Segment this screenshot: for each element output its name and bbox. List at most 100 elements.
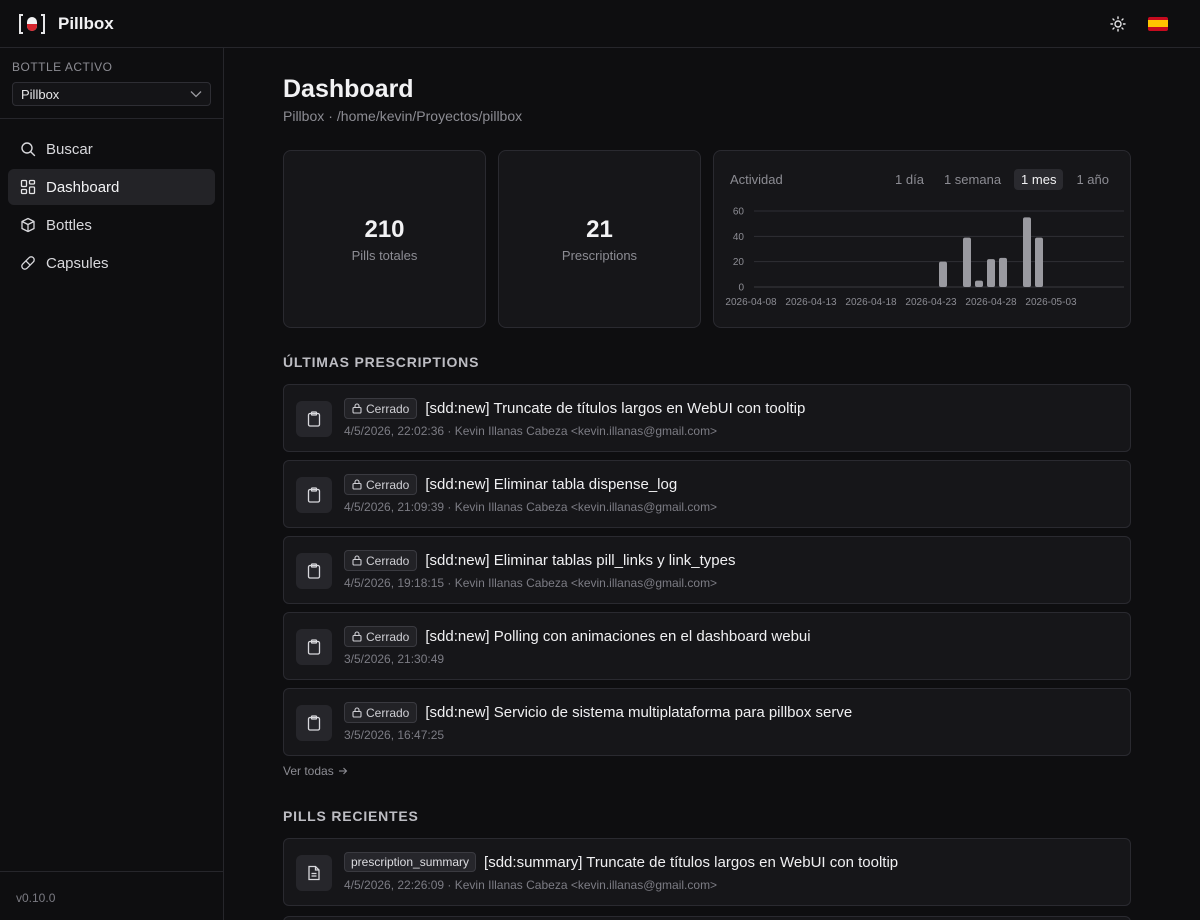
bottle-select[interactable]: Pillbox	[12, 82, 211, 106]
range-1-month[interactable]: 1 mes	[1014, 169, 1064, 190]
activity-card: Actividad 1 día 1 semana 1 mes 1 año 0 20…	[713, 150, 1131, 328]
chart-x-tick-label: 2026-04-08	[725, 297, 777, 308]
range-1-year[interactable]: 1 año	[1076, 172, 1109, 187]
lock-icon	[352, 479, 362, 490]
sidebar-item-label: Buscar	[46, 140, 93, 158]
prescription-meta: 4/5/2026, 21:09:39 · Kevin Illanas Cabez…	[344, 500, 718, 514]
prescription-title: [sdd:new] Polling con animaciones en el …	[425, 628, 811, 645]
activity-title: Actividad	[730, 172, 783, 187]
chart-bar	[963, 237, 971, 287]
prescription-row[interactable]: Cerrado [sdd:new] Eliminar tablas pill_l…	[283, 536, 1131, 604]
pill-meta: 4/5/2026, 22:26:09 · Kevin Illanas Cabez…	[344, 878, 718, 892]
sidebar-divider	[0, 871, 223, 872]
pill-row[interactable]	[283, 916, 1131, 920]
clipboard-icon	[296, 477, 332, 513]
sidebar-item-dashboard[interactable]: Dashboard	[8, 169, 215, 205]
lock-icon	[352, 555, 362, 566]
range-1-week[interactable]: 1 semana	[943, 172, 1002, 187]
status-badge: Cerrado	[344, 550, 418, 571]
box-icon	[21, 217, 35, 233]
prescription-meta: 4/5/2026, 19:18:15 · Kevin Illanas Cabez…	[344, 576, 718, 590]
sidebar-nav: Buscar Dashboard Bottles	[8, 131, 215, 283]
page-title: Dashboard	[283, 75, 414, 103]
spain-flag-icon[interactable]	[1148, 16, 1168, 31]
chart-x-tick-label: 2026-05-03	[1025, 297, 1077, 308]
prescription-title: [sdd:new] Servicio de sistema multiplata…	[425, 704, 853, 721]
chart-bar	[987, 259, 995, 287]
chart-x-tick-label: 2026-04-18	[845, 297, 897, 308]
chart-bar	[975, 280, 983, 287]
arrow-right-icon	[338, 767, 347, 775]
chart-x-tick-label: 2026-04-13	[785, 297, 837, 308]
stat-label: Pills totales	[351, 247, 418, 263]
see-all-prescriptions-link[interactable]: Ver todas	[283, 764, 348, 778]
app-name: Pillbox	[58, 13, 114, 33]
sidebar-item-label: Capsules	[46, 254, 109, 272]
bottle-select-value: Pillbox	[21, 86, 60, 102]
prescription-row[interactable]: Cerrado [sdd:new] Servicio de sistema mu…	[283, 688, 1131, 756]
prescription-title: [sdd:new] Eliminar tablas pill_links y l…	[425, 552, 736, 569]
sidebar-item-label: Dashboard	[46, 178, 120, 196]
chart-bar	[999, 257, 1007, 287]
subtitle-bottle-name: Pillbox	[283, 108, 325, 124]
clipboard-icon	[296, 629, 332, 665]
sidebar-item-capsules[interactable]: Capsules	[8, 245, 215, 281]
pillbox-logo-icon	[19, 13, 45, 34]
subtitle-path: /home/kevin/Proyectos/pillbox	[336, 108, 523, 124]
chart-bar	[1023, 217, 1031, 287]
pill-title: [sdd:summary] Truncate de títulos largos…	[484, 853, 899, 871]
pill-icon	[21, 256, 35, 270]
lock-icon	[352, 631, 362, 642]
chart-y-tick-label: 40	[733, 232, 745, 243]
prescription-row[interactable]: Cerrado [sdd:new] Eliminar tabla dispens…	[283, 460, 1131, 528]
stat-label: Prescriptions	[561, 247, 638, 263]
app-logo[interactable]: Pillbox	[18, 13, 114, 35]
range-1-day[interactable]: 1 día	[895, 172, 924, 187]
prescription-title: [sdd:new] Truncate de títulos largos en …	[425, 400, 806, 417]
clipboard-icon	[296, 553, 332, 589]
dashboard-icon	[20, 179, 36, 195]
document-icon	[296, 855, 332, 891]
prescription-meta: 3/5/2026, 21:30:49	[344, 652, 445, 666]
sidebar-item-label: Bottles	[46, 216, 92, 234]
sidebar-item-bottles[interactable]: Bottles	[8, 207, 215, 243]
prescriptions-section-title: ÚLTIMAS PRESCRIPTIONS	[283, 354, 480, 370]
app-version: v0.10.0	[16, 891, 56, 905]
status-badge: Cerrado	[344, 702, 418, 723]
status-badge: Cerrado	[344, 398, 418, 419]
chart-y-tick-label: 20	[733, 257, 745, 268]
chart-bar	[1035, 237, 1043, 287]
lock-icon	[352, 707, 362, 718]
chart-bar	[939, 261, 947, 287]
prescription-row[interactable]: Cerrado [sdd:new] Polling con animacione…	[283, 612, 1131, 680]
stat-value: 21	[586, 215, 613, 243]
clipboard-icon	[296, 705, 332, 741]
pill-row[interactable]: prescription_summary [sdd:summary] Trunc…	[283, 838, 1131, 906]
stat-card-prescriptions: 21 Prescriptions	[498, 150, 701, 328]
sidebar-item-buscar[interactable]: Buscar	[8, 131, 215, 167]
prescription-meta: 3/5/2026, 16:47:25	[344, 728, 445, 742]
subtitle-separator: ·	[328, 108, 333, 124]
chart-x-tick-label: 2026-04-28	[965, 297, 1017, 308]
lock-icon	[352, 403, 362, 414]
prescription-title: [sdd:new] Eliminar tabla dispense_log	[425, 476, 678, 493]
pill-type-badge: prescription_summary	[344, 852, 477, 872]
page-subtitle: Pillbox · /home/kevin/Proyectos/pillbox	[283, 108, 522, 124]
chevron-down-icon	[190, 91, 202, 98]
sun-icon[interactable]	[1110, 15, 1126, 32]
search-icon	[21, 142, 36, 157]
prescription-row[interactable]: Cerrado [sdd:new] Truncate de títulos la…	[283, 384, 1131, 452]
chart-y-tick-label: 60	[733, 207, 745, 218]
status-badge: Cerrado	[344, 626, 418, 647]
sidebar: BOTTLE ACTIVO Pillbox Buscar Da	[0, 48, 224, 920]
clipboard-icon	[296, 401, 332, 437]
sidebar-divider	[0, 118, 223, 119]
activity-range-selector: 1 día 1 semana 1 mes 1 año	[888, 169, 1116, 190]
chart-y-tick-label: 0	[738, 283, 744, 294]
status-badge: Cerrado	[344, 474, 418, 495]
chart-x-tick-label: 2026-04-23	[905, 297, 957, 308]
stat-value: 210	[364, 215, 405, 243]
stat-card-pills: 210 Pills totales	[283, 150, 486, 328]
prescription-meta: 4/5/2026, 22:02:36 · Kevin Illanas Cabez…	[344, 424, 718, 438]
pills-section-title: PILLS RECIENTES	[283, 808, 419, 824]
